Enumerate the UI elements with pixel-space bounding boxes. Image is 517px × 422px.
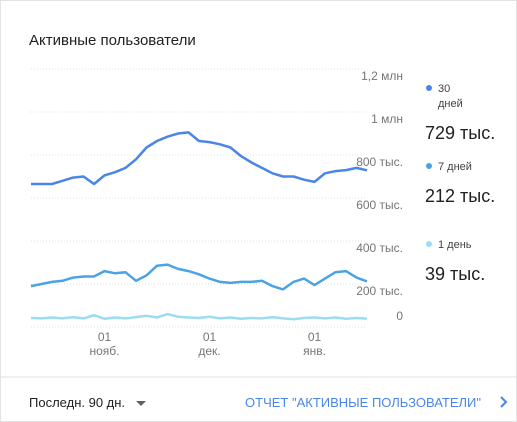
legend-name: 30 дней: [438, 83, 463, 110]
y-tick-label: 400 тыс.: [356, 241, 403, 255]
y-tick-label: 0: [396, 309, 403, 323]
x-tick-label: 01 нояб.: [89, 330, 119, 358]
chart-title: Активные пользователи: [29, 32, 196, 49]
y-tick-label: 800 тыс.: [356, 155, 403, 169]
range-select[interactable]: Последн. 90 дн.: [29, 395, 125, 410]
series-line: [30, 263, 368, 291]
legend-value: 212 тыс.: [425, 186, 495, 206]
legend-dot: [426, 241, 432, 247]
series-line: [30, 312, 368, 321]
y-tick-label: 600 тыс.: [356, 198, 403, 212]
y-tick-label: 200 тыс.: [356, 284, 403, 298]
report-link[interactable]: ОТЧЕТ "АКТИВНЫЕ ПОЛЬЗОВАТЕЛИ": [245, 395, 481, 410]
legend-value: 39 тыс.: [425, 264, 485, 284]
dropdown-arrow[interactable]: [136, 401, 146, 406]
legend-dot: [426, 85, 432, 91]
y-tick-label: 1 млн: [371, 112, 403, 126]
legend-name: 1 день: [438, 239, 472, 251]
legend-dot: [426, 163, 432, 169]
legend-name: 7 дней: [438, 161, 472, 173]
x-tick-label: 01 дек.: [198, 330, 220, 358]
series-line: [31, 131, 368, 186]
chevron[interactable]: [500, 396, 508, 408]
y-tick-label: 1,2 млн: [361, 69, 403, 83]
legend-value: 729 тыс.: [425, 123, 495, 143]
x-tick-label: 01 янв.: [303, 330, 326, 358]
